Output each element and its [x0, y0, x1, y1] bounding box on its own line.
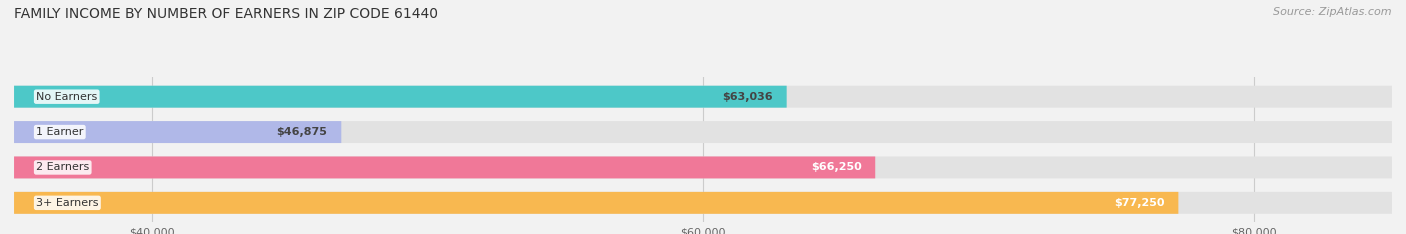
Text: $77,250: $77,250 — [1114, 198, 1164, 208]
FancyBboxPatch shape — [14, 86, 787, 108]
Text: $66,250: $66,250 — [811, 162, 862, 172]
FancyBboxPatch shape — [14, 121, 342, 143]
FancyBboxPatch shape — [14, 192, 1178, 214]
Text: FAMILY INCOME BY NUMBER OF EARNERS IN ZIP CODE 61440: FAMILY INCOME BY NUMBER OF EARNERS IN ZI… — [14, 7, 439, 21]
FancyBboxPatch shape — [14, 86, 1392, 108]
FancyBboxPatch shape — [14, 121, 1392, 143]
Text: $63,036: $63,036 — [723, 92, 773, 102]
Text: 3+ Earners: 3+ Earners — [37, 198, 98, 208]
FancyBboxPatch shape — [14, 157, 875, 178]
Text: 2 Earners: 2 Earners — [37, 162, 90, 172]
Text: $46,875: $46,875 — [277, 127, 328, 137]
FancyBboxPatch shape — [14, 157, 1392, 178]
Text: No Earners: No Earners — [37, 92, 97, 102]
Text: 1 Earner: 1 Earner — [37, 127, 83, 137]
Text: Source: ZipAtlas.com: Source: ZipAtlas.com — [1274, 7, 1392, 17]
FancyBboxPatch shape — [14, 192, 1392, 214]
